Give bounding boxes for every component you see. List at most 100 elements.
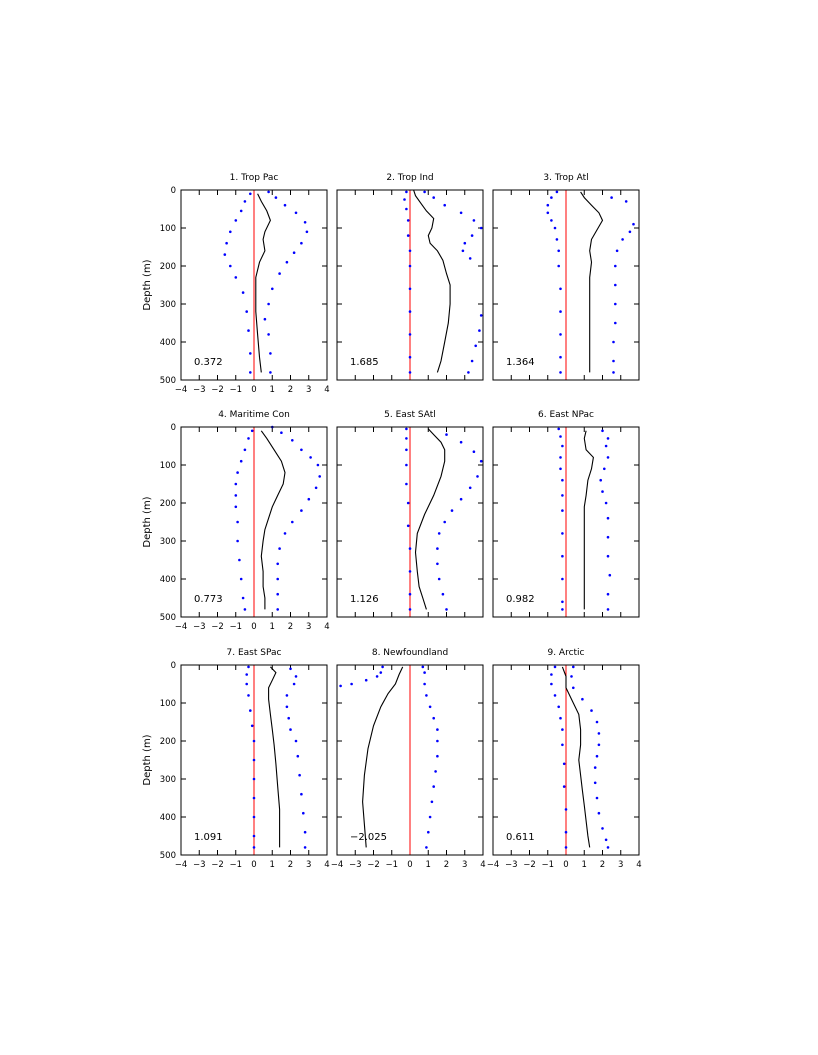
upper-bound-point [287, 716, 291, 720]
upper-bound-point [437, 532, 441, 535]
lower-bound-point [408, 355, 412, 359]
y-tick-label: 200 [160, 737, 176, 747]
lower-bound-point [229, 264, 232, 268]
upper-bound-point [595, 796, 599, 800]
x-tick-label: −1 [229, 622, 242, 632]
lower-bound-point [243, 608, 247, 611]
upper-bound-point [432, 196, 436, 199]
upper-bound-point [269, 371, 272, 374]
upper-bound-point [459, 211, 463, 215]
x-tick-label: −1 [541, 860, 554, 870]
lower-bound-point [364, 678, 368, 682]
lower-bound-point [550, 196, 553, 199]
y-tick-label: 200 [160, 499, 176, 509]
upper-bound-point [300, 509, 303, 512]
lower-bound-point [405, 190, 408, 194]
x-tick-label: −2 [211, 860, 224, 870]
x-tick-label: 3 [462, 860, 467, 870]
upper-bound-point [425, 694, 428, 697]
panel-frame [492, 189, 640, 381]
lower-bound-point [245, 682, 248, 686]
lower-bound-point [241, 596, 245, 600]
x-tick-label: −2 [211, 622, 224, 632]
lower-bound-point [250, 724, 254, 728]
panel-5: 5. East SAtl 1.126 [336, 410, 484, 618]
lower-bound-point [408, 592, 412, 596]
x-tick-label: 0 [563, 860, 568, 870]
upper-bound-point [603, 467, 606, 471]
upper-bound-point [427, 830, 430, 834]
lower-bound-point [561, 494, 564, 497]
panel-frame [492, 664, 640, 856]
lower-bound-point [408, 264, 412, 268]
lower-bound-point [234, 494, 238, 497]
x-tick-label: 2 [288, 385, 293, 395]
upper-bound-point [467, 371, 470, 374]
upper-bound-point [436, 728, 439, 731]
lower-bound-point [553, 665, 557, 669]
y-tick-label: 200 [160, 262, 176, 272]
y-tick-label: 0 [171, 186, 176, 196]
upper-bound-point [606, 592, 610, 596]
upper-bound-point [472, 219, 476, 222]
lower-bound-point [408, 249, 412, 253]
x-tick-label: −3 [349, 860, 362, 870]
upper-bound-point [476, 475, 479, 478]
lower-bound-point [236, 471, 239, 474]
upper-bound-point [597, 811, 601, 815]
lower-bound-point [241, 291, 245, 294]
lower-bound-point [239, 577, 243, 581]
upper-bound-point [436, 547, 439, 550]
lower-bound-point [564, 846, 568, 849]
upper-bound-point [474, 344, 478, 348]
panel-stat-label: 1.091 [194, 832, 223, 843]
lower-bound-point [406, 234, 410, 237]
lower-bound-point [555, 190, 559, 194]
lower-bound-point [561, 444, 564, 448]
lower-bound-point [559, 287, 562, 291]
upper-bound-point [614, 264, 617, 268]
upper-bound-point [479, 459, 483, 463]
panel-1: 1. Trop Pac −4 −3 −2 −1 0 1 2 3 4 0 100 200 300 400 500… [142, 173, 330, 395]
upper-bound-point [461, 249, 465, 253]
x-tick-label: 2 [600, 860, 605, 870]
upper-bound-point [271, 287, 274, 291]
lower-bound-point [550, 219, 553, 222]
upper-bound-point [425, 846, 428, 849]
x-tick-label: 4 [636, 860, 641, 870]
lower-bound-point [245, 310, 248, 313]
lower-bound-point [564, 830, 568, 834]
lower-bound-point [408, 608, 412, 611]
lower-bound-point [339, 684, 342, 688]
upper-bound-point [296, 754, 300, 758]
lower-bound-point [557, 249, 560, 253]
y-tick-label: 500 [160, 851, 176, 861]
lower-bound-point [408, 547, 412, 550]
upper-bound-point [285, 260, 289, 264]
upper-bound-point [285, 694, 289, 697]
upper-bound-point [291, 520, 294, 524]
lower-bound-point [406, 501, 410, 505]
upper-bound-point [437, 577, 441, 581]
y-tick-label: 100 [160, 461, 176, 471]
lower-bound-point [247, 665, 250, 669]
upper-bound-point [423, 671, 426, 674]
upper-bound-point [276, 577, 280, 581]
lower-bound-point [559, 435, 562, 438]
panel-stat-label: 0.372 [194, 357, 223, 368]
upper-bound-point [316, 463, 320, 467]
lower-bound-point [350, 682, 353, 686]
x-tick-label: 1 [426, 860, 431, 870]
lower-bound-point [408, 570, 412, 573]
upper-bound-point [478, 329, 481, 332]
x-tick-label: −1 [385, 860, 398, 870]
x-tick-label: −3 [193, 622, 206, 632]
upper-bound-point [267, 190, 270, 194]
lower-bound-point [247, 329, 250, 332]
upper-bound-point [459, 497, 463, 501]
mean-profile-line [362, 666, 404, 848]
lower-bound-point [252, 758, 256, 762]
panel-frame [336, 664, 484, 856]
lower-bound-point [405, 482, 408, 486]
x-tick-label: −3 [193, 860, 206, 870]
